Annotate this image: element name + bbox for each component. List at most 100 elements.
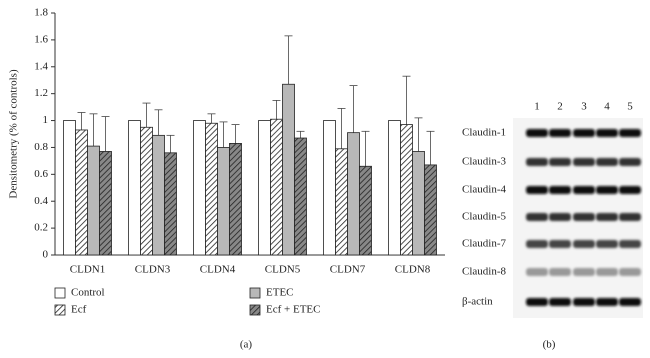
blot-band xyxy=(619,298,641,306)
blot-band xyxy=(573,298,595,306)
blot-band xyxy=(596,213,618,221)
lane-label: 5 xyxy=(627,101,633,113)
error-bar xyxy=(142,102,151,128)
panel-label: (b) xyxy=(543,339,556,351)
blot-band xyxy=(573,240,595,248)
y-tick-label: 0.8 xyxy=(34,141,48,153)
bar xyxy=(294,137,307,256)
lane-label: 3 xyxy=(581,101,587,113)
error-bar xyxy=(231,124,240,144)
row-label: Claudin-5 xyxy=(462,211,506,223)
row-label: Claudin-8 xyxy=(462,266,506,278)
blot-band xyxy=(573,158,595,166)
error-bar xyxy=(101,116,110,152)
panel-label: (a) xyxy=(240,339,253,351)
bar xyxy=(193,120,206,256)
x-tick-label: CLDN7 xyxy=(330,264,366,276)
error-bar xyxy=(426,130,435,165)
bar xyxy=(217,147,230,256)
blot-band xyxy=(596,186,618,194)
y-tick-label: 1.2 xyxy=(34,87,48,99)
legend-swatch xyxy=(54,304,66,316)
y-tick-label: 0.2 xyxy=(34,222,48,234)
error-bar xyxy=(402,75,411,125)
x-tick-label: CLDN1 xyxy=(70,264,105,276)
blot-band xyxy=(596,158,618,166)
blot-band xyxy=(596,129,618,137)
row-label: Claudin-1 xyxy=(462,127,506,139)
bar xyxy=(335,148,348,256)
x-tick-label: CLDN8 xyxy=(395,264,431,276)
bar xyxy=(412,151,425,256)
x-tick-label: CLDN4 xyxy=(200,264,236,276)
blot-band xyxy=(619,268,641,276)
blot-band xyxy=(619,213,641,221)
bar xyxy=(424,164,437,256)
y-tick-label: 1.4 xyxy=(34,60,48,72)
blot-band xyxy=(526,268,548,276)
y-tick-label: 1.6 xyxy=(34,33,48,45)
bar xyxy=(388,120,401,256)
blot-band xyxy=(526,158,548,166)
legend-label: Control xyxy=(71,287,105,299)
y-tick-label: 0.6 xyxy=(34,168,48,180)
y-tick-label: 1 xyxy=(43,114,49,126)
y-tick-label: 1.8 xyxy=(34,7,48,19)
blot-band xyxy=(549,158,571,166)
blot-band xyxy=(596,268,618,276)
x-tick-label: CLDN3 xyxy=(135,264,171,276)
bar xyxy=(229,143,242,256)
y-axis-label: Densitometry (% of controls) xyxy=(8,69,20,199)
bar xyxy=(359,165,372,256)
lane-label: 1 xyxy=(534,101,540,113)
error-bar xyxy=(219,121,228,148)
bar xyxy=(347,132,360,256)
y-tick-label: 0.4 xyxy=(34,195,48,207)
blot-band xyxy=(573,129,595,137)
bar xyxy=(400,124,413,256)
bar xyxy=(63,120,76,256)
x-tick-label: CLDN5 xyxy=(265,264,301,276)
blot-band xyxy=(526,129,548,137)
error-bar xyxy=(77,112,86,130)
blot-band xyxy=(549,298,571,306)
error-bar xyxy=(284,35,293,85)
bar xyxy=(128,120,141,256)
blot-band xyxy=(526,186,548,194)
blot-band xyxy=(549,129,571,137)
legend-label: ETEC xyxy=(266,287,294,299)
bar xyxy=(99,151,112,256)
blot-band xyxy=(619,158,641,166)
blot-band xyxy=(549,213,571,221)
legend-swatch xyxy=(249,287,261,299)
bar xyxy=(282,83,295,256)
blot-band xyxy=(549,186,571,194)
bar xyxy=(152,134,165,256)
bar xyxy=(140,126,153,256)
error-bar xyxy=(89,113,98,147)
row-label: β-actin xyxy=(462,296,493,308)
error-bar xyxy=(414,117,423,152)
legend-swatch xyxy=(54,287,66,299)
blot-band xyxy=(549,240,571,248)
blot-band xyxy=(619,129,641,137)
blot-band xyxy=(526,298,548,306)
y-tick-label: 0 xyxy=(43,249,49,261)
error-bar xyxy=(296,130,305,139)
row-label: Claudin-4 xyxy=(462,184,506,196)
bar xyxy=(323,120,336,256)
row-label: Claudin-3 xyxy=(462,156,506,168)
error-bar xyxy=(272,99,281,120)
bar xyxy=(258,120,271,256)
bar xyxy=(164,152,177,256)
blot-band xyxy=(573,213,595,221)
row-label: Claudin-7 xyxy=(462,238,506,250)
lane-label: 2 xyxy=(557,101,563,113)
error-bar xyxy=(361,130,370,167)
blot-band xyxy=(619,186,641,194)
error-bar xyxy=(166,134,175,153)
bar xyxy=(270,118,283,256)
error-bar xyxy=(154,109,163,136)
bar xyxy=(87,145,100,256)
